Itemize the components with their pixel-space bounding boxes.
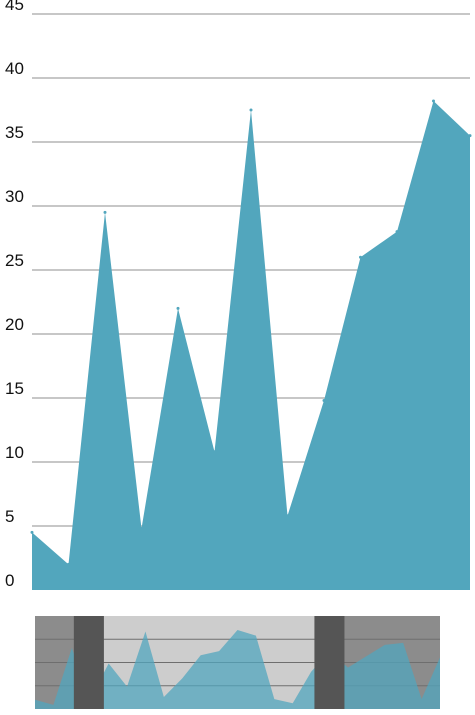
y-tick-label: 40	[5, 59, 24, 78]
data-point	[249, 108, 253, 112]
y-tick-label: 30	[5, 187, 24, 206]
data-point	[322, 399, 326, 403]
data-point	[359, 255, 362, 259]
data-point	[176, 306, 180, 310]
y-tick-label: 15	[5, 379, 24, 398]
navigator-right-handle[interactable]	[314, 616, 345, 709]
y-tick-label: 0	[5, 571, 14, 590]
y-tick-label: 25	[5, 251, 24, 270]
area-series	[32, 101, 470, 590]
data-point	[213, 450, 216, 454]
data-point	[286, 514, 289, 518]
y-tick-label: 5	[5, 507, 14, 526]
navigator-left-handle[interactable]	[73, 616, 104, 709]
data-point	[30, 530, 34, 534]
y-tick-label: 35	[5, 123, 24, 142]
data-point	[103, 210, 107, 214]
data-point	[395, 230, 399, 234]
y-tick-label: 20	[5, 315, 24, 334]
data-point	[140, 527, 143, 531]
range-navigator[interactable]	[0, 612, 475, 715]
main-area-chart: 0 5 10 15 20 25 30 35 40 45	[5, 0, 472, 590]
y-tick-label: 10	[5, 443, 24, 462]
data-point	[432, 99, 435, 103]
data-point	[67, 562, 70, 566]
data-point	[468, 134, 472, 138]
y-tick-label: 45	[5, 0, 24, 14]
data-points	[30, 99, 472, 566]
